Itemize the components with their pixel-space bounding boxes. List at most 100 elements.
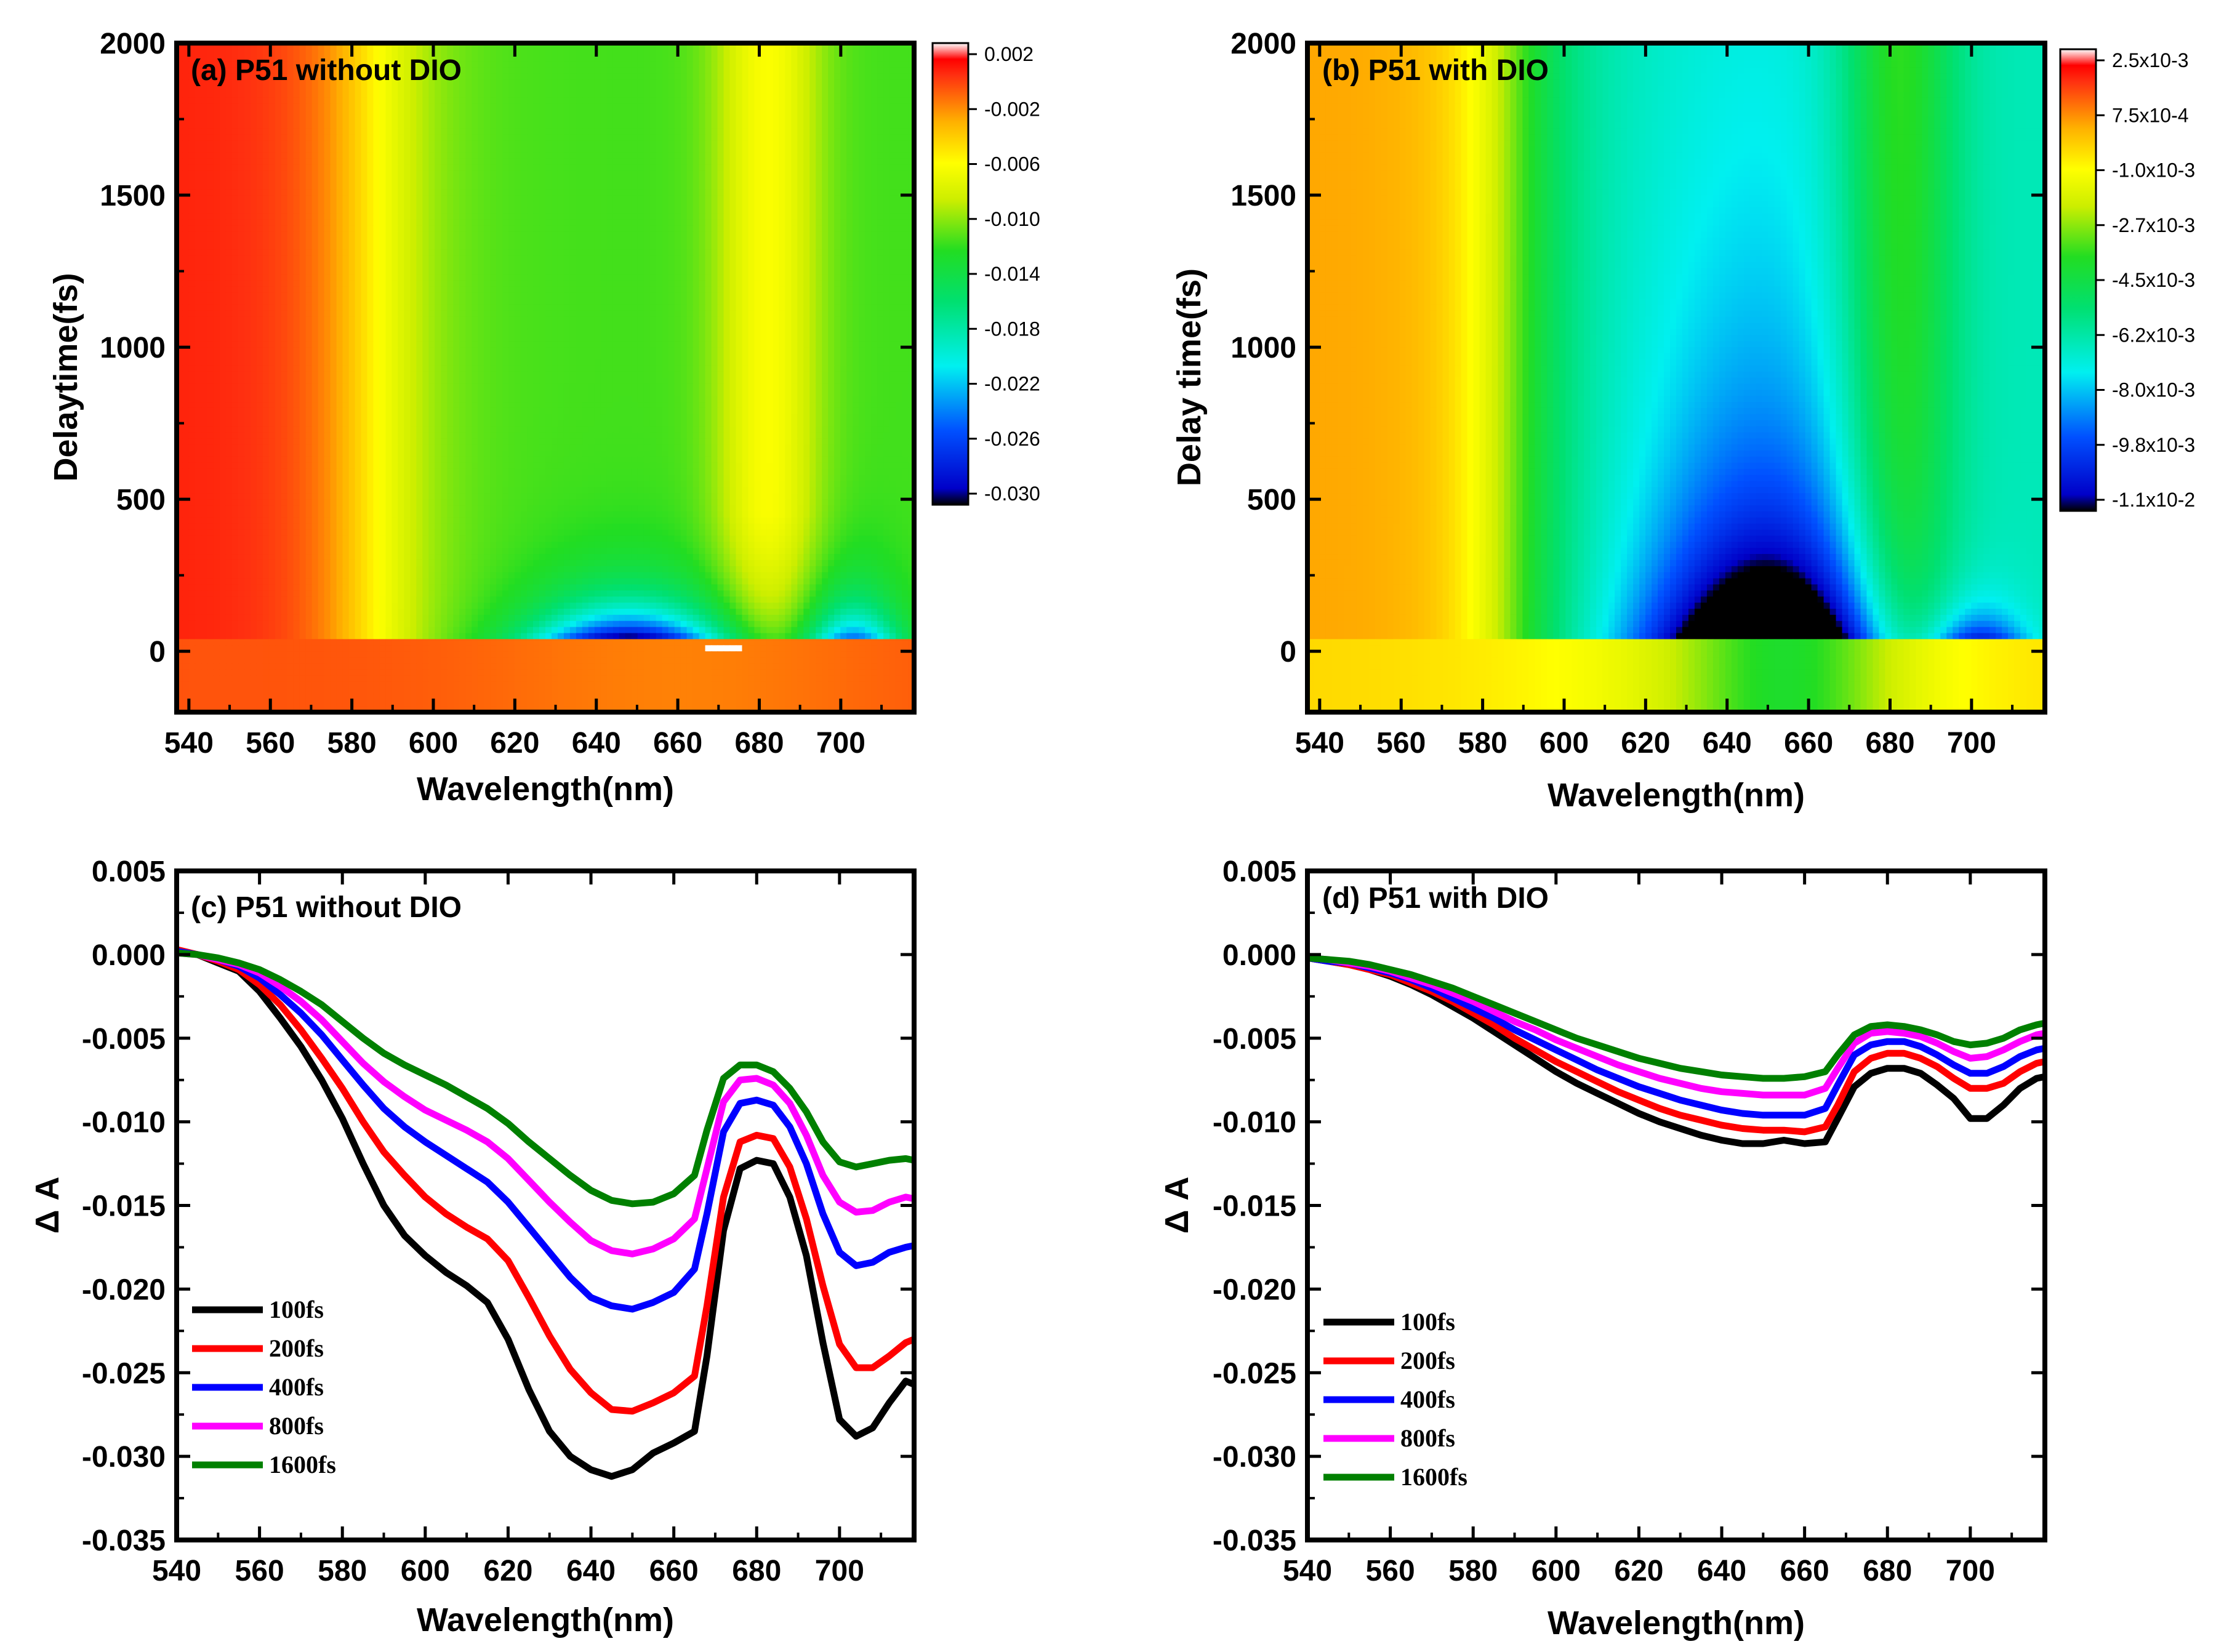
heatmap-cell (422, 238, 430, 244)
heatmap-cell (410, 170, 417, 178)
heatmap-cell (871, 79, 878, 86)
heatmap-cell (373, 280, 380, 287)
heatmap-cell (496, 219, 503, 227)
heatmap-cell (877, 244, 884, 251)
heatmap-cell (717, 262, 725, 269)
heatmap-cell (705, 55, 712, 62)
heatmap-cell (361, 177, 368, 184)
heatmap-cell (606, 146, 614, 153)
heatmap-cell (275, 170, 282, 178)
heatmap-cell (225, 86, 233, 92)
heatmap-cell (244, 292, 251, 299)
heatmap-cell (637, 158, 644, 166)
heatmap-cell (760, 103, 768, 111)
heatmap-cell (705, 86, 712, 92)
heatmap-cell (195, 164, 202, 172)
heatmap-cell (527, 43, 534, 50)
heatmap-cell (250, 152, 257, 159)
heatmap-cell (877, 213, 884, 220)
heatmap-cell (711, 195, 718, 202)
heatmap-cell (569, 146, 577, 153)
heatmap-cell (262, 268, 270, 275)
heatmap-cell (177, 164, 183, 172)
heatmap-cell (311, 195, 319, 202)
heatmap-cell (662, 86, 669, 92)
heatmap-cell (508, 292, 515, 299)
heatmap-cell (754, 97, 761, 105)
heatmap-cell (865, 274, 872, 281)
heatmap-cell (809, 225, 817, 233)
heatmap-cell (324, 122, 331, 129)
heatmap-cell (699, 86, 706, 92)
heatmap-cell (791, 103, 798, 111)
heatmap-cell (908, 164, 914, 172)
heatmap-cell (877, 43, 884, 50)
heatmap-cell (293, 170, 300, 178)
heatmap-cell (600, 116, 608, 123)
heatmap-cell (373, 49, 380, 56)
heatmap-cell (416, 122, 424, 129)
heatmap-cell (262, 249, 270, 257)
heatmap-cell (231, 158, 239, 166)
heatmap-cell (305, 43, 313, 50)
heatmap-cell (250, 201, 257, 208)
heatmap-cell (692, 164, 700, 172)
heatmap-cell (398, 164, 405, 172)
heatmap-cell (201, 146, 208, 153)
heatmap-cell (305, 122, 313, 129)
heatmap-cell (766, 274, 774, 281)
heatmap-cell (717, 164, 725, 172)
heatmap-cell (883, 201, 890, 208)
heatmap-cell (779, 189, 786, 196)
heatmap-cell (668, 152, 675, 159)
heatmap-cell (871, 61, 878, 68)
heatmap-cell (447, 110, 454, 117)
heatmap-cell (391, 97, 399, 105)
heatmap-cell (582, 146, 589, 153)
heatmap-cell (195, 231, 202, 239)
heatmap-cell (742, 73, 749, 81)
heatmap-cell (268, 292, 276, 299)
heatmap-cell (484, 158, 491, 166)
heatmap-cell (478, 79, 484, 86)
heatmap-cell (416, 213, 424, 220)
heatmap-cell (404, 116, 411, 123)
heatmap-cell (219, 128, 227, 135)
heatmap-cell (711, 110, 718, 117)
heatmap-cell (293, 92, 300, 98)
heatmap-cell (865, 280, 872, 287)
heatmap-cell (545, 292, 552, 299)
heatmap-cell (195, 255, 202, 263)
heatmap-cell (361, 49, 368, 56)
heatmap-cell (293, 280, 300, 287)
heatmap-cell (846, 164, 853, 172)
heatmap-cell (600, 86, 608, 92)
heatmap-cell (748, 128, 755, 135)
heatmap-cell (896, 280, 902, 287)
heatmap-cell (342, 231, 350, 239)
heatmap-cell (834, 134, 841, 141)
heatmap-cell (447, 238, 454, 244)
heatmap-cell (330, 67, 337, 74)
heatmap-cell (594, 238, 601, 244)
heatmap-cell (385, 225, 393, 233)
heatmap-cell (563, 61, 571, 68)
heatmap-cell (594, 92, 601, 98)
heatmap-cell (822, 213, 829, 220)
heatmap-cell (527, 67, 534, 74)
heatmap-cell (662, 67, 669, 74)
heatmap-cell (705, 249, 712, 257)
heatmap-cell (250, 92, 257, 98)
heatmap-cell (588, 116, 595, 123)
heatmap-cell (299, 49, 307, 56)
heatmap-cell (785, 43, 792, 50)
heatmap-cell (373, 170, 380, 178)
heatmap-cell (416, 79, 424, 86)
heatmap-cell (729, 103, 737, 111)
heatmap-cell (588, 274, 595, 281)
heatmap-cell (576, 249, 583, 257)
heatmap-cell (563, 92, 571, 98)
heatmap-cell (533, 219, 540, 227)
heatmap-cell (773, 225, 780, 233)
heatmap-cell (859, 207, 865, 214)
